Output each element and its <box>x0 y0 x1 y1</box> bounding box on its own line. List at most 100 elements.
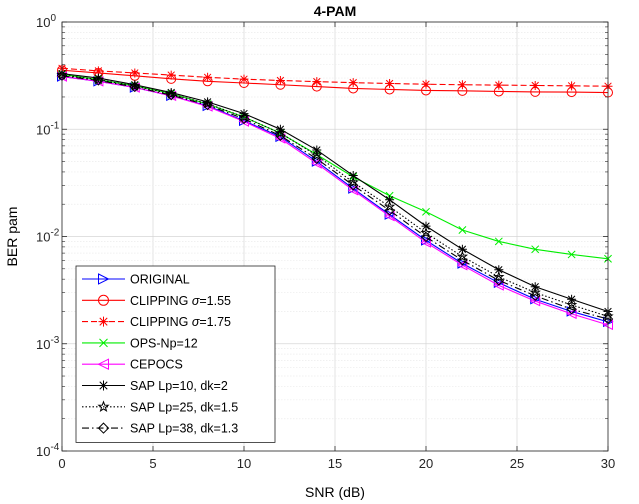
series-6 <box>56 69 614 322</box>
y-tick-label: 10-3 <box>36 335 60 352</box>
diamond-marker <box>93 75 104 86</box>
asterisk-marker <box>312 77 322 87</box>
x-tick-label: 0 <box>58 456 65 471</box>
y-tick-exponent: -4 <box>50 442 59 453</box>
legend-label-part: SAP Lp=25, dk=1.5 <box>130 400 238 414</box>
legend-label: CLIPPING σ=1.75 <box>130 315 231 329</box>
legend-label: SAP Lp=38, dk=1.3 <box>130 422 238 436</box>
asterisk-marker <box>166 88 176 98</box>
legend-label: OPS-Np=12 <box>130 336 198 350</box>
legend-label-part: =1.75 <box>199 315 231 329</box>
legend-entry: SAP Lp=25, dk=1.5 <box>82 400 238 414</box>
y-tick-base: 10 <box>36 444 50 459</box>
asterisk-marker <box>567 81 577 91</box>
legend-label-part: CLIPPING <box>130 294 192 308</box>
asterisk-marker <box>348 78 358 88</box>
series-line <box>61 76 609 326</box>
legend-label: CEPOCS <box>130 358 183 372</box>
diamond-marker <box>97 422 110 434</box>
triangle-left-marker <box>493 280 504 291</box>
y-tick-exponent: -1 <box>50 120 59 131</box>
y-tick-label: 10-1 <box>36 120 60 137</box>
legend-label: CLIPPING σ=1.55 <box>130 294 231 308</box>
legend-entry: CEPOCS <box>82 358 183 372</box>
legend-box <box>75 265 276 443</box>
y-tick-exponent: 0 <box>50 13 56 24</box>
asterisk-marker <box>98 316 109 327</box>
asterisk-marker <box>421 221 431 231</box>
diamond-marker <box>457 255 468 266</box>
y-tick-base: 10 <box>36 230 50 245</box>
chart-title: 4-PAM <box>314 3 357 19</box>
legend-label-part: OPS-Np=12 <box>130 336 198 350</box>
legend-label: SAP Lp=25, dk=1.5 <box>130 400 238 414</box>
diamond-marker <box>347 180 359 191</box>
diamond-marker <box>384 205 395 216</box>
asterisk-marker <box>530 80 540 90</box>
legend-label-part: σ <box>192 294 200 308</box>
y-tick-label: 100 <box>36 13 56 30</box>
legend-label-part: SAP Lp=38, dk=1.3 <box>130 422 238 436</box>
star-marker <box>274 127 287 138</box>
star-marker <box>529 286 541 298</box>
legend-entry: ORIGINAL <box>82 273 190 287</box>
star-marker <box>383 200 396 212</box>
series-line <box>61 74 609 317</box>
star-marker <box>347 176 359 188</box>
diamond-marker <box>202 99 213 111</box>
star-marker <box>238 111 250 122</box>
asterisk-marker <box>93 66 103 76</box>
asterisk-marker <box>130 68 140 78</box>
legend-entry: CLIPPING σ=1.75 <box>82 315 231 329</box>
y-tick-base: 10 <box>36 122 50 137</box>
asterisk-marker <box>348 171 358 181</box>
x-marker <box>567 250 576 259</box>
circle-marker <box>98 294 109 306</box>
diamond-marker <box>493 275 505 286</box>
x-tick-label: 25 <box>510 456 524 471</box>
y-tick-base: 10 <box>36 337 50 352</box>
x-marker <box>99 338 108 348</box>
legend-label-part: CEPOCS <box>130 358 183 372</box>
y-tick-base: 10 <box>36 15 50 30</box>
legend-entry: SAP Lp=10, dk=2 <box>82 379 228 393</box>
star-marker <box>493 270 505 282</box>
legend-label: SAP Lp=10, dk=2 <box>130 379 228 393</box>
asterisk-marker <box>494 80 504 90</box>
diamond-marker <box>529 290 541 301</box>
x-marker <box>422 207 430 216</box>
triangle-left-marker <box>420 237 431 248</box>
triangle-left-marker <box>97 358 109 371</box>
asterisk-marker <box>494 265 504 275</box>
legend-label-part: =1.55 <box>199 294 231 308</box>
x-marker <box>494 237 503 246</box>
legend-entry: SAP Lp=38, dk=1.3 <box>82 422 238 436</box>
asterisk-marker <box>130 80 140 90</box>
diamond-marker <box>420 231 432 243</box>
legend-label-part: SAP Lp=10, dk=2 <box>130 379 228 393</box>
y-tick-exponent: -2 <box>50 228 59 239</box>
y-tick-exponent: -3 <box>50 335 59 346</box>
x-tick-label: 15 <box>328 456 342 471</box>
legend-label: ORIGINAL <box>130 273 190 287</box>
asterisk-marker <box>98 380 109 391</box>
asterisk-marker <box>239 74 249 84</box>
star-marker <box>565 299 578 310</box>
triangle-right-marker <box>384 209 396 220</box>
legend-label-part: σ <box>192 315 200 329</box>
x-axis-label: SNR (dB) <box>305 484 365 500</box>
asterisk-marker <box>457 80 467 90</box>
star-marker <box>456 250 469 262</box>
triangle-left-marker <box>347 184 359 196</box>
asterisk-marker <box>166 70 176 80</box>
asterisk-marker <box>203 97 213 107</box>
series-line <box>61 67 609 87</box>
asterisk-marker <box>385 195 395 205</box>
triangle-right-marker <box>98 273 110 285</box>
triangle-left-marker <box>456 259 468 271</box>
legend-entry: OPS-Np=12 <box>82 336 198 350</box>
asterisk-marker <box>275 75 285 85</box>
series-line <box>61 69 609 94</box>
